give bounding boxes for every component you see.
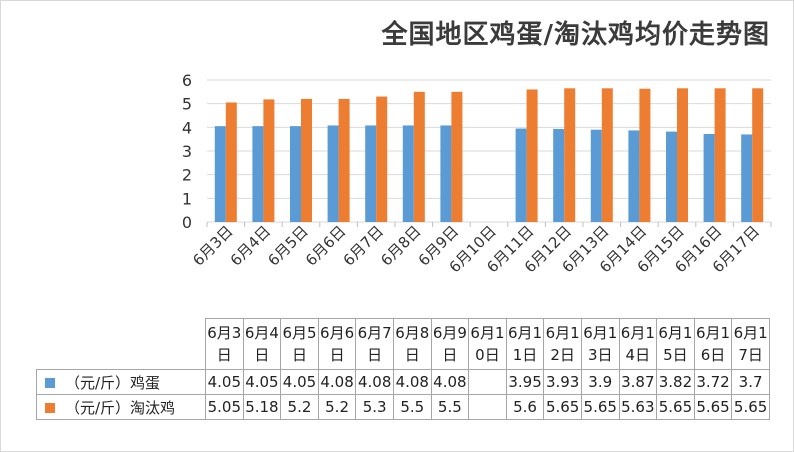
bar-egg [252,126,264,222]
chart-title: 全国地区鸡蛋/淘汰鸡均价走势图 [381,20,770,50]
legend-swatch [45,377,55,388]
table-value-cell: 4.08 [317,369,357,395]
table-value-cell: 5.65 [693,394,733,420]
table-value-cell: 4.08 [392,369,432,395]
bar-egg [515,128,527,222]
table-value-cell: 3.87 [618,369,658,395]
x-tick-label: 6月3日 [189,222,236,269]
table-header-cell: 6月10日 [468,318,507,370]
table-value-cell: 3.72 [693,369,733,395]
bar-egg [290,126,301,222]
table-row: （元/斤）淘汰鸡 5.05 5.18 5.2 5.2 5.3 5.5 5.5 5.6 5.65 5.… [36,394,770,420]
series-name-cell: （元/斤）淘汰鸡 [36,394,206,420]
table-header-cell: 6月14日 [618,318,658,370]
table-value-cell [468,369,507,395]
bar-culled-hen [526,89,538,222]
bar-egg [628,130,640,222]
table-value-cell: 5.2 [280,394,319,420]
x-tick-label: 6月5日 [264,222,311,269]
table-header-cell: 6月11日 [505,318,545,370]
table-value-cell: 5.65 [731,394,770,420]
table-value-cell: 3.9 [580,369,620,395]
y-tick-label: 0 [182,213,192,232]
bar-culled-hen [376,96,388,222]
bar-culled-hen [714,88,726,223]
y-tick-label: 2 [182,166,192,185]
bar-culled-hen [601,88,613,223]
table-value-cell: 3.93 [543,369,582,395]
table-value-cell: 4.05 [205,369,244,395]
table-header-cell: 6月4日 [242,318,282,370]
bar-egg [214,126,226,222]
y-tick-label: 6 [182,71,192,90]
bar-egg [365,125,377,222]
y-tick-label: 5 [182,95,192,114]
bar-egg [327,125,339,222]
bar-culled-hen [413,91,425,222]
x-tick-label: 6月6日 [302,222,349,269]
bar-egg [703,133,715,222]
series-name-label: （元/斤）淘汰鸡 [65,398,176,417]
table-value-cell: 5.2 [317,394,357,420]
bar-culled-hen [677,88,688,223]
bar-culled-hen [225,102,237,222]
bar-egg [741,134,753,222]
bar-egg [666,131,677,222]
table-header-cell: 6月8日 [392,318,432,370]
bar-egg [440,125,452,222]
table-value-cell: 5.6 [505,394,545,420]
table-value-cell: 5.3 [355,394,394,420]
table-header-cell: 6月3日 [205,318,244,370]
table-value-cell: 5.65 [543,394,582,420]
table-header-cell: 6月17日 [731,318,770,370]
table-value-cell: 4.08 [355,369,394,395]
series-name-label: （元/斤）鸡蛋 [65,373,161,392]
table-header-cell: 6月16日 [693,318,733,370]
table-header-cell: 6月13日 [580,318,620,370]
bar-culled-hen [639,88,651,222]
series-name-cell: （元/斤）鸡蛋 [36,369,206,395]
y-tick-label: 3 [182,142,192,161]
table-value-cell: 4.08 [430,369,470,395]
table-value-cell: 3.7 [731,369,770,395]
bar-egg [590,129,602,222]
table-value-cell: 5.5 [392,394,432,420]
bar-culled-hen [263,99,275,222]
bar-egg [402,125,414,222]
table-value-cell: 4.05 [242,369,282,395]
bar-culled-hen [301,98,312,222]
data-table: 6月3日 6月4日 6月5日 6月6日 6月7日 6月8日 6月9日 6月10日 6月11日 6月… [36,318,770,420]
table-value-cell [468,394,507,420]
bar-culled-hen [451,91,463,222]
table-value-cell: 4.05 [280,369,319,395]
table-header-cell: 6月6日 [317,318,357,370]
table-value-cell: 5.05 [205,394,244,420]
table-header-cell: 6月9日 [430,318,470,370]
table-value-cell: 3.95 [505,369,545,395]
table-value-cell: 5.63 [618,394,658,420]
x-tick-label: 6月4日 [227,222,274,269]
table-value-cell: 5.18 [242,394,282,420]
table-value-cell: 5.5 [430,394,470,420]
bar-culled-hen [338,98,350,222]
table-header-cell: 6月5日 [280,318,319,370]
bar-culled-hen [752,88,764,223]
table-header-cell: 6月7日 [355,318,394,370]
x-tick-label: 6月8日 [377,222,424,269]
bar-culled-hen [564,88,576,223]
bar-egg [553,128,565,222]
legend-swatch [45,402,55,413]
table-value-cell: 5.65 [580,394,620,420]
table-value-cell: 5.65 [656,394,695,420]
x-tick-label: 6月7日 [340,222,387,269]
table-header-cell: 6月15日 [656,318,695,370]
table-header-cell: 6月12日 [543,318,582,370]
table-row: （元/斤）鸡蛋 4.05 4.05 4.05 4.08 4.08 4.08 4.08 3.95 3… [36,369,770,395]
table-value-cell: 3.82 [656,369,695,395]
y-tick-label: 1 [182,189,192,208]
y-tick-label: 4 [182,118,192,137]
